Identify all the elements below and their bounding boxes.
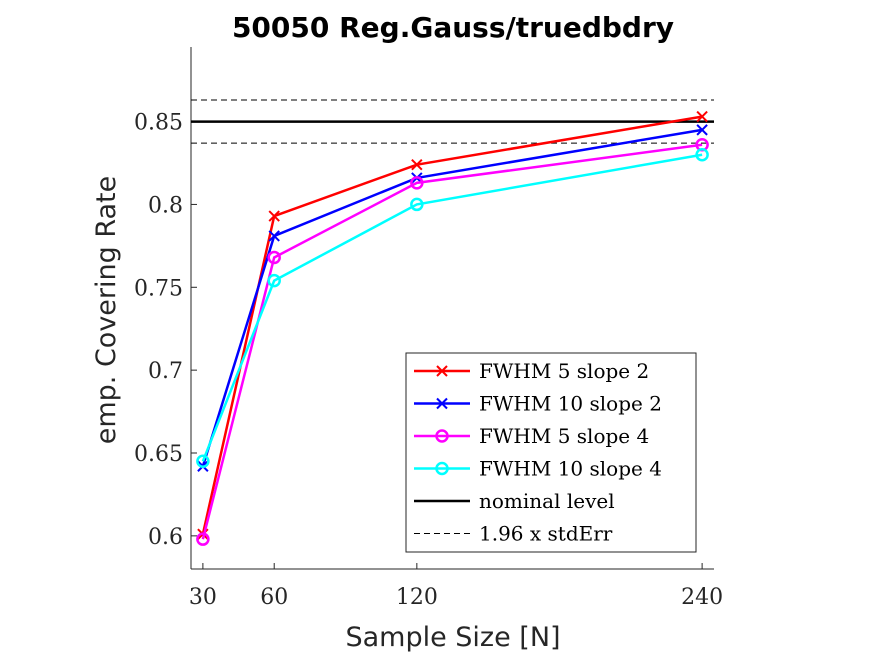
y-tick-label: 0.75 [134,276,183,301]
y-tick-label: 0.6 [148,525,183,550]
marker-stroke [268,230,280,242]
marker-stroke [411,158,423,171]
data-point [196,532,210,546]
legend-entry-label: FWHM 5 slope 2 [479,359,649,383]
legend-marker [435,461,449,476]
x-tick-label: 60 [260,585,288,610]
series-line-2 [201,128,703,467]
x-axis-label: Sample Size [N] [345,622,560,653]
legend-entry-label: 1.96 x stdErr [479,522,613,546]
data-point [268,210,280,222]
legend-entry-label: FWHM 10 slope 4 [479,457,662,481]
data-point [267,250,281,265]
data-point [196,454,210,469]
series-line-4 [201,153,703,462]
marker-stroke [436,397,448,410]
legend-marker [436,397,448,410]
marker-stroke [436,365,448,377]
y-tick-label: 0.7 [148,359,183,384]
data-point [411,158,423,171]
y-tick-label: 0.65 [134,442,183,467]
legend-entry-label: nominal level [479,489,615,513]
data-point [410,197,424,212]
y-tick-label: 0.85 [134,111,183,136]
legend-box [405,352,697,553]
legend-entry-label: FWHM 10 slope 2 [479,392,662,416]
x-tick-label: 240 [681,585,723,610]
y-axis-label: emp. Covering Rate [91,176,122,445]
marker-stroke [696,124,708,136]
marker-stroke [268,210,280,222]
legend: FWHM 5 slope 2 FWHM 10 slope 2 FWHM 5 slop… [405,352,697,553]
data-point [410,176,424,190]
marker-stroke [696,110,708,123]
data-point [695,147,709,162]
y-tick-label: 0.8 [148,193,183,218]
series-line-3 [201,143,703,540]
data-point [696,110,708,123]
data-point [268,230,280,242]
x-tick-label: 120 [396,585,438,610]
chart-title: 50050 Reg.Gauss/truedbdry [232,11,674,44]
x-tick-label: 30 [189,585,217,610]
data-point [267,273,281,288]
legend-marker [435,429,449,443]
data-point [696,124,708,136]
plot-area: 30 60 120 240 0.6 0.65 0.7 0.75 0.8 0.85 [134,47,723,610]
legend-marker [436,365,448,377]
series-line-1 [201,115,703,535]
legend-entry-label: FWHM 5 slope 4 [479,424,649,448]
